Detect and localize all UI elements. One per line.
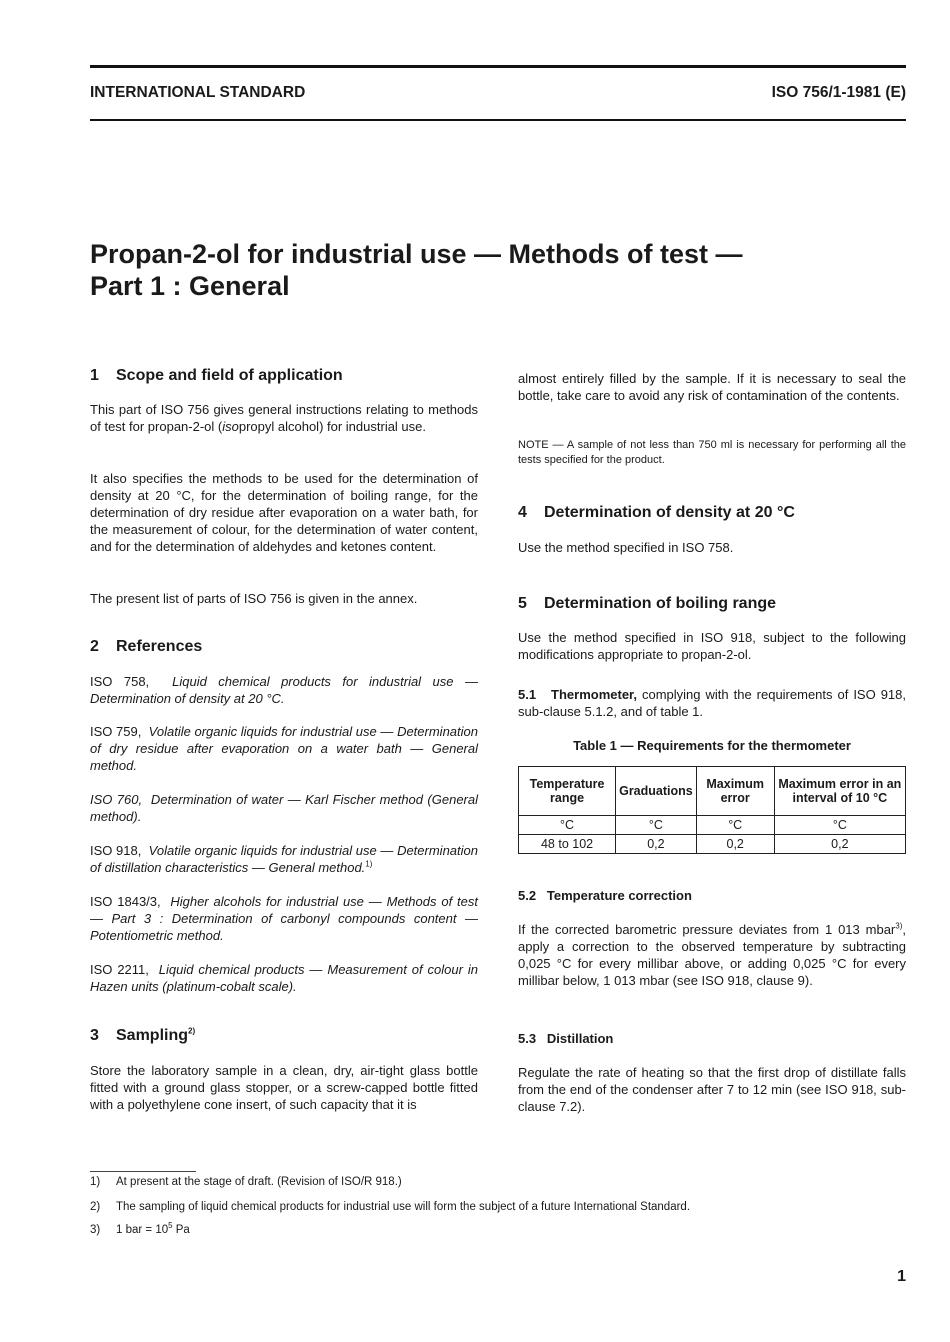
- section-3-para-1-continued: almost entirely filled by the sample. If…: [518, 371, 906, 403]
- table-cell: 0,2: [695, 834, 775, 854]
- table-header-row: Temperature range Graduations Maximum er…: [517, 766, 907, 816]
- table-cell: 0,2: [615, 834, 697, 854]
- title-line-1: Propan-2-ol for industrial use — Methods…: [90, 239, 743, 269]
- reference-item: ISO 918, Volatile organic liquids for in…: [90, 843, 478, 875]
- table-cell: °C: [695, 815, 775, 835]
- table-caption: Table 1 — Requirements for the thermomet…: [573, 738, 851, 753]
- footnote: 3) 1 bar = 105 Pa: [90, 1221, 190, 1236]
- table-cell: °C: [517, 815, 617, 835]
- table-cell: 48 to 102: [517, 834, 617, 854]
- thermometer-table: Temperature range Graduations Maximum er…: [517, 766, 907, 854]
- section-4-heading: 4 Determination of density at 20 °C: [518, 504, 795, 521]
- table-cell: 0,2: [773, 834, 907, 854]
- section-2-heading: 2 References: [90, 638, 203, 655]
- reference-item: ISO 1843/3, Higher alcohols for industri…: [90, 894, 478, 943]
- table-header: Maximum error in an interval of 10 °C: [773, 766, 907, 816]
- footnote-rule: [90, 1171, 196, 1172]
- section-3-heading: 3 Sampling2): [90, 1026, 196, 1044]
- document-title: Propan-2-ol for industrial use — Methods…: [90, 238, 743, 302]
- table-cell: °C: [773, 815, 907, 835]
- subclause-5-2-heading: 5.2 Temperature correction: [518, 888, 692, 903]
- table-header: Temperature range: [517, 766, 617, 816]
- reference-item: ISO 760, Determination of water — Karl F…: [90, 792, 478, 824]
- table-row: 48 to 102 0,2 0,2 0,2: [517, 834, 907, 854]
- header-rule-top: [90, 65, 906, 68]
- header-rule-bottom: [90, 119, 906, 121]
- section-5-para: Use the method specified in ISO 918, sub…: [518, 630, 906, 662]
- subclause-5-2-text: If the corrected barometric pressure dev…: [518, 921, 906, 988]
- reference-item: ISO 759, Volatile organic liquids for in…: [90, 724, 478, 773]
- section-5-heading: 5 Determination of boiling range: [518, 595, 777, 612]
- table-row: °C °C °C °C: [517, 815, 907, 835]
- section-1-heading: 1 Scope and field of application: [90, 367, 343, 384]
- reference-item: ISO 2211, Liquid chemical products — Mea…: [90, 962, 479, 994]
- table-cell: °C: [615, 815, 697, 835]
- section-3-para-1: Store the laboratory sample in a clean, …: [90, 1063, 478, 1112]
- section-1-para-2: It also specifies the methods to be used…: [90, 471, 478, 554]
- section-3-note: NOTE — A sample of not less than 750 ml …: [518, 439, 906, 466]
- section-1-para-1: This part of ISO 756 gives general instr…: [90, 402, 478, 434]
- reference-item: ISO 758, Liquid chemical products for in…: [90, 674, 478, 706]
- footnote: 2) The sampling of liquid chemical produc…: [90, 1201, 691, 1213]
- header-left: INTERNATIONAL STANDARD: [90, 84, 306, 101]
- header-right: ISO 756/1-1981 (E): [771, 84, 906, 101]
- table-header: Maximum error: [695, 766, 775, 816]
- subclause-5-1: 5.1 Thermometer, complying with the requ…: [518, 687, 907, 719]
- title-line-2: Part 1 : General: [90, 271, 290, 301]
- subclause-5-3-heading: 5.3 Distillation: [518, 1031, 614, 1046]
- page-number: 1: [897, 1268, 906, 1285]
- section-4-para: Use the method specified in ISO 758.: [518, 540, 734, 555]
- table-header: Graduations: [615, 766, 697, 816]
- section-1-para-3: The present list of parts of ISO 756 is …: [90, 591, 418, 606]
- subclause-5-3-text: Regulate the rate of heating so that the…: [518, 1065, 906, 1114]
- footnote: 1) At present at the stage of draft. (Rev…: [90, 1176, 402, 1188]
